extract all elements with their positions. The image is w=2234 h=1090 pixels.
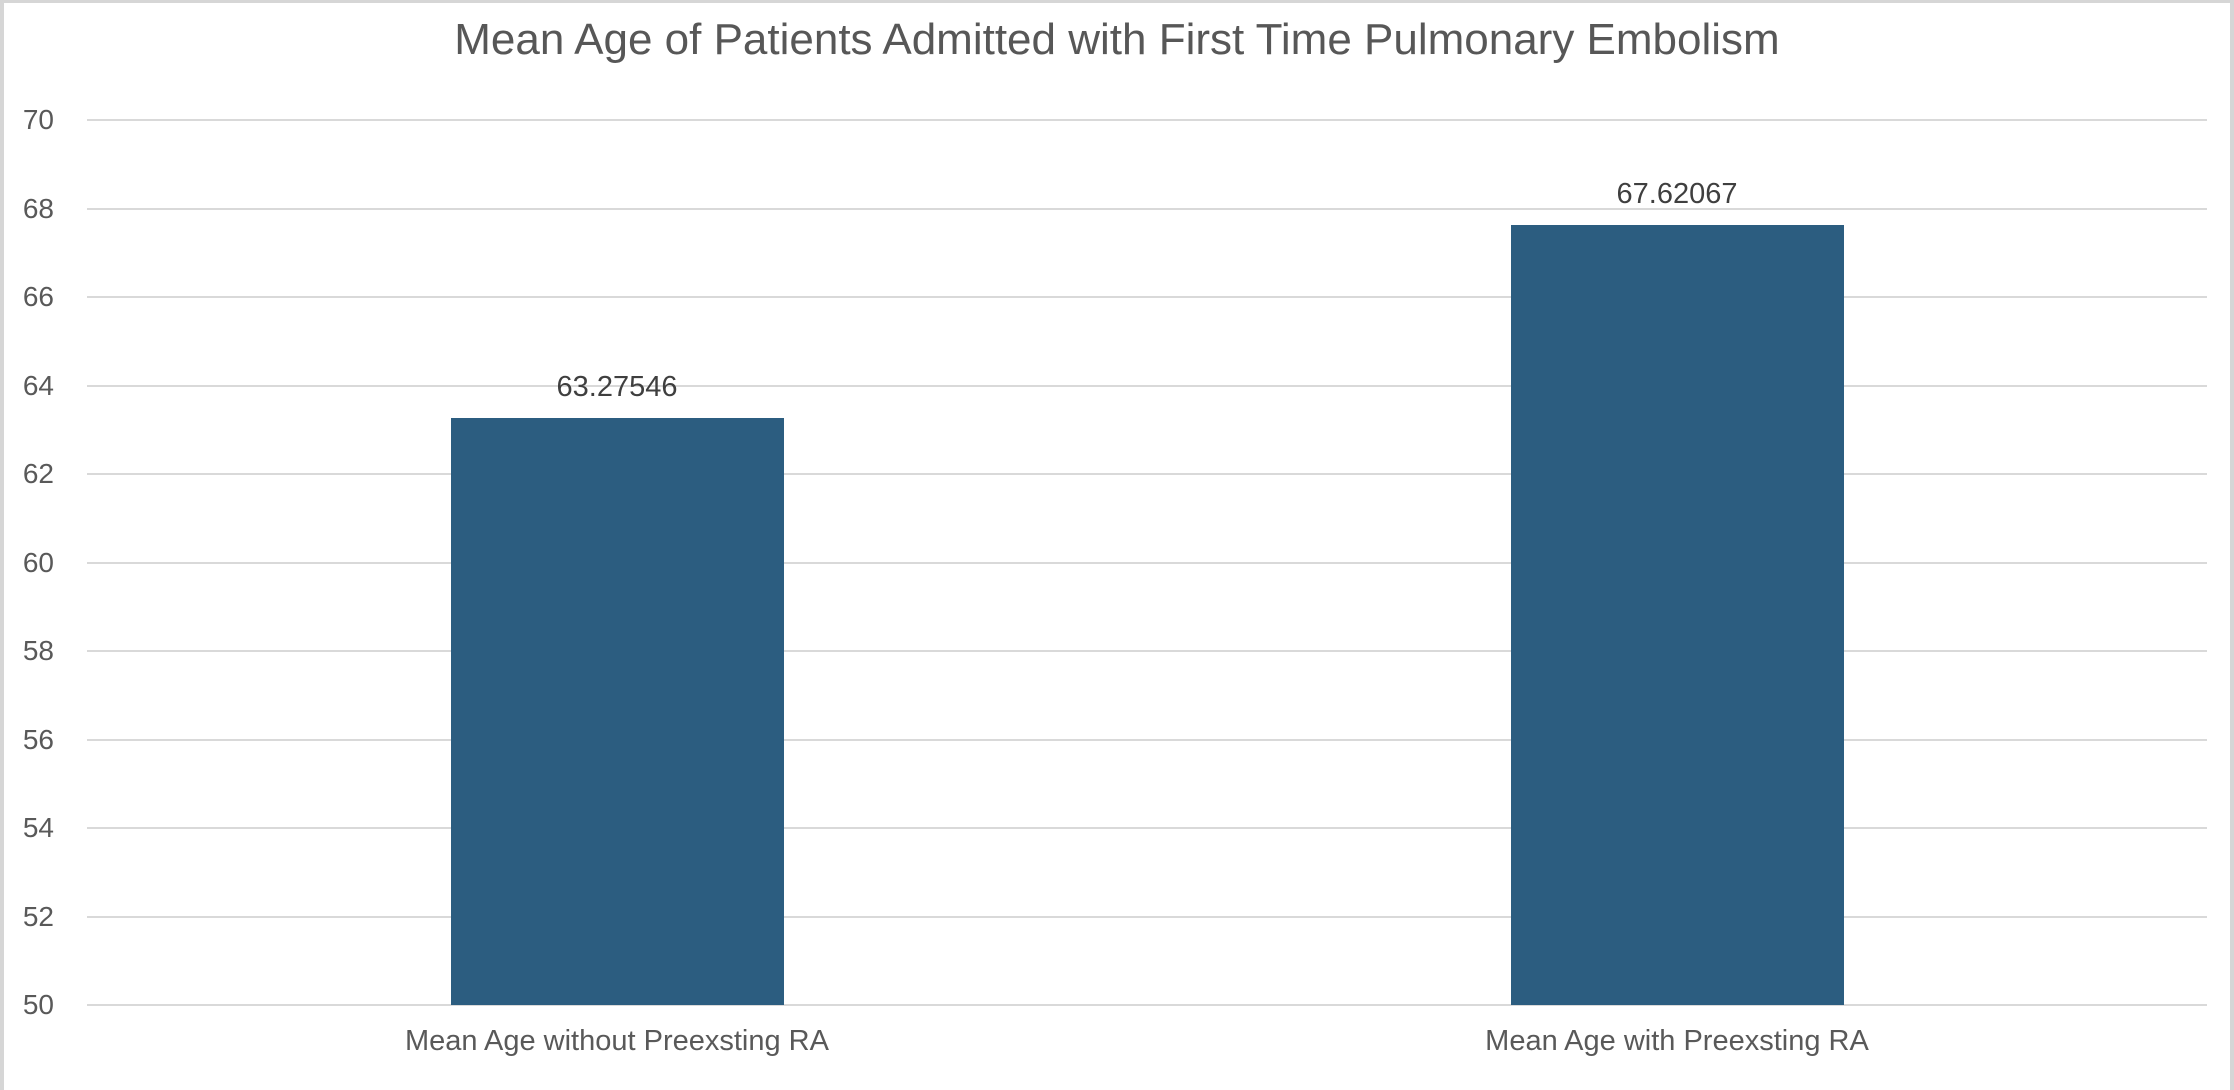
y-tick-label: 56	[22, 723, 54, 755]
bar[interactable]	[1510, 225, 1844, 1005]
gridline	[87, 119, 2207, 121]
gridline	[87, 650, 2207, 652]
gridline	[87, 207, 2207, 210]
category-label: Mean Age with Preexsting RA	[1485, 1025, 1869, 1057]
gridline	[87, 384, 2207, 387]
gridline	[87, 473, 2207, 475]
data-label: 67.62067	[1616, 178, 1738, 211]
gridline	[87, 1004, 2207, 1006]
bar[interactable]	[450, 417, 784, 1005]
chart-title: Mean Age of Patients Admitted with First…	[454, 15, 1780, 64]
y-tick-label: 60	[22, 546, 54, 578]
data-label: 63.27546	[556, 370, 678, 403]
y-tick-label: 66	[22, 281, 54, 312]
y-tick-label: 64	[22, 369, 54, 401]
y-tick-label: 62	[22, 458, 54, 489]
gridline	[87, 915, 2207, 918]
y-tick-label: 50	[22, 989, 54, 1020]
category-label: Mean Age without Preexsting RA	[405, 1025, 829, 1057]
gridline	[87, 561, 2207, 564]
y-tick-label: 58	[22, 635, 54, 666]
y-tick-label: 54	[22, 812, 54, 843]
y-tick-label: 68	[22, 192, 54, 224]
gridline	[87, 738, 2207, 741]
y-tick-label: 70	[22, 104, 54, 135]
y-tick-label: 52	[22, 900, 54, 932]
gridline	[87, 827, 2207, 829]
gridline	[87, 296, 2207, 298]
